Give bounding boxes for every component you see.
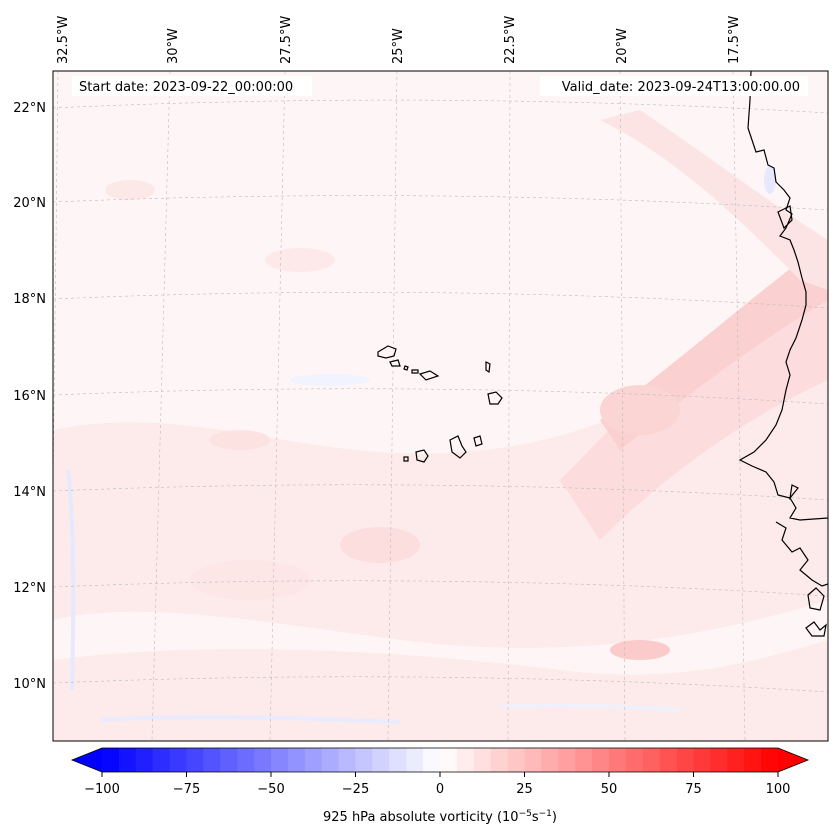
cape-verde-islands bbox=[377, 345, 503, 463]
colorbar-low-extend bbox=[72, 748, 102, 772]
lat-label: 18°N bbox=[13, 292, 46, 307]
colorbar-segment bbox=[490, 748, 509, 772]
colorbar-tick-label: 0 bbox=[436, 782, 444, 797]
colorbar-segment bbox=[524, 748, 542, 772]
lat-label: 10°N bbox=[13, 677, 46, 692]
map-frame bbox=[52, 70, 829, 742]
vorticity-field bbox=[53, 71, 828, 741]
valid-date-label: Valid_date: 2023-09-24T13:00:00.00 bbox=[562, 80, 800, 95]
colorbar-segment bbox=[118, 748, 137, 772]
lon-label: 30°W bbox=[166, 28, 181, 64]
coastline bbox=[738, 71, 828, 637]
colorbar-tick-label: 50 bbox=[601, 782, 618, 797]
colorbar-segment bbox=[186, 748, 204, 772]
lon-label: 32.5°W bbox=[56, 16, 71, 64]
lon-label: 22.5°W bbox=[503, 16, 518, 64]
lon-label: 25°W bbox=[391, 28, 406, 64]
valid-date-box bbox=[540, 76, 808, 96]
colorbar-tick-label: −100 bbox=[84, 782, 120, 797]
colorbar-high-extend bbox=[778, 748, 808, 772]
lat-label: 16°N bbox=[13, 389, 46, 404]
colorbar-segment bbox=[456, 748, 475, 772]
colorbar-ticks bbox=[101, 772, 779, 777]
colorbar-segment bbox=[338, 748, 357, 772]
longitude-labels: 32.5°W 30°W 27.5°W 25°W 22.5°W 20°W 17.5… bbox=[56, 16, 742, 64]
latitude-labels: 22°N 20°N 18°N 16°N 14°N 12°N 10°N bbox=[13, 101, 46, 692]
colorbar-segment bbox=[389, 748, 407, 772]
colorbar-segment bbox=[558, 748, 576, 772]
colorbar-segment bbox=[254, 748, 272, 772]
colorbar-segments bbox=[102, 748, 779, 772]
colorbar-tick-label: −50 bbox=[257, 782, 284, 797]
lat-label: 12°N bbox=[13, 581, 46, 596]
lon-label: 20°W bbox=[615, 28, 630, 64]
colorbar-segment bbox=[423, 748, 441, 772]
colorbar-segment bbox=[642, 748, 661, 772]
lon-label: 17.5°W bbox=[727, 16, 742, 64]
start-date-label: Start date: 2023-09-22_00:00:00 bbox=[79, 80, 293, 95]
colorbar-segment bbox=[440, 748, 458, 772]
colorbar-segment bbox=[693, 748, 711, 772]
colorbar-segment bbox=[135, 748, 154, 772]
colorbar-segment bbox=[473, 748, 492, 772]
colorbar-segment bbox=[203, 748, 221, 772]
colorbar-segment bbox=[220, 748, 238, 772]
colorbar-tick-label: 25 bbox=[516, 782, 533, 797]
start-date-box bbox=[72, 76, 312, 96]
colorbar-segment bbox=[676, 748, 695, 772]
colorbar-segment bbox=[169, 748, 188, 772]
colorbar-segment bbox=[287, 748, 306, 772]
colorbar-segment bbox=[406, 748, 424, 772]
colorbar-segment bbox=[761, 748, 779, 772]
colorbar-segment bbox=[592, 748, 610, 772]
lat-label: 22°N bbox=[13, 101, 46, 116]
colorbar-segment bbox=[541, 748, 559, 772]
colorbar-segment bbox=[355, 748, 373, 772]
colorbar: −100 −75 −50 −25 0 25 50 75 100 925 hPa … bbox=[70, 747, 810, 825]
colorbar-segment bbox=[102, 748, 120, 772]
colorbar-segment bbox=[507, 748, 526, 772]
colorbar-segment bbox=[659, 748, 678, 772]
lat-label: 14°N bbox=[13, 485, 46, 500]
colorbar-segment bbox=[575, 748, 593, 772]
lon-label: 27.5°W bbox=[279, 16, 294, 64]
colorbar-segment bbox=[609, 748, 627, 772]
colorbar-segment bbox=[744, 748, 762, 772]
colorbar-tick-label: −75 bbox=[173, 782, 200, 797]
colorbar-segment bbox=[372, 748, 390, 772]
colorbar-segment bbox=[727, 748, 745, 772]
colorbar-tick-label: 75 bbox=[685, 782, 702, 797]
colorbar-title: 925 hPa absolute vorticity (10−5s−1) bbox=[323, 809, 557, 825]
colorbar-segment bbox=[625, 748, 644, 772]
colorbar-segment bbox=[152, 748, 171, 772]
colorbar-segment bbox=[304, 748, 323, 772]
colorbar-segment bbox=[321, 748, 340, 772]
lat-label: 20°N bbox=[13, 196, 46, 211]
graticule bbox=[53, 71, 828, 741]
colorbar-segment bbox=[237, 748, 255, 772]
colorbar-tick-label: 100 bbox=[766, 782, 791, 797]
colorbar-segment bbox=[710, 748, 728, 772]
colorbar-tick-label: −25 bbox=[342, 782, 369, 797]
colorbar-segment bbox=[271, 748, 289, 772]
